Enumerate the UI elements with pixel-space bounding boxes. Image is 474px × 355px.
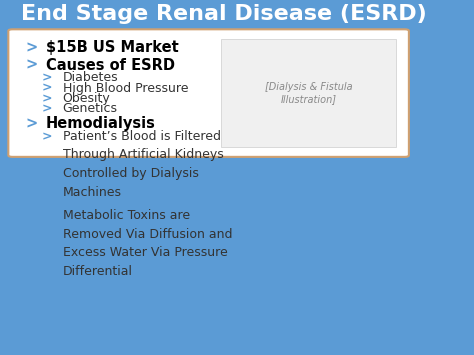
Text: Controlled by Dialysis: Controlled by Dialysis xyxy=(63,167,199,180)
Text: >: > xyxy=(42,209,52,222)
Text: Genetics: Genetics xyxy=(63,102,118,115)
Text: High Blood Pressure: High Blood Pressure xyxy=(63,82,188,94)
Text: >: > xyxy=(25,116,37,131)
Text: >: > xyxy=(42,92,52,105)
Text: Causes of ESRD: Causes of ESRD xyxy=(46,58,175,73)
Text: >: > xyxy=(42,82,52,94)
Text: Differential: Differential xyxy=(63,265,133,278)
Text: Through Artificial Kidneys: Through Artificial Kidneys xyxy=(63,148,223,162)
Text: Machines: Machines xyxy=(63,186,122,198)
FancyBboxPatch shape xyxy=(0,0,417,28)
Text: Patient’s Blood is Filtered: Patient’s Blood is Filtered xyxy=(63,130,220,143)
Text: >: > xyxy=(25,58,37,73)
Text: >: > xyxy=(42,71,52,84)
Text: Hemodialysis: Hemodialysis xyxy=(46,116,156,131)
Text: >: > xyxy=(42,102,52,115)
Text: $15B US Market: $15B US Market xyxy=(46,40,179,55)
Text: Metabolic Toxins are: Metabolic Toxins are xyxy=(63,209,190,222)
FancyBboxPatch shape xyxy=(9,29,409,157)
Text: End Stage Renal Disease (ESRD): End Stage Renal Disease (ESRD) xyxy=(21,4,427,24)
Text: >: > xyxy=(42,130,52,143)
Text: Removed Via Diffusion and: Removed Via Diffusion and xyxy=(63,228,232,241)
Text: [Dialysis & Fistula
Illustration]: [Dialysis & Fistula Illustration] xyxy=(265,82,353,104)
Text: Diabetes: Diabetes xyxy=(63,71,118,84)
Text: Excess Water Via Pressure: Excess Water Via Pressure xyxy=(63,246,228,259)
Text: >: > xyxy=(25,40,37,55)
Text: Obesity: Obesity xyxy=(63,92,110,105)
FancyBboxPatch shape xyxy=(221,39,396,147)
